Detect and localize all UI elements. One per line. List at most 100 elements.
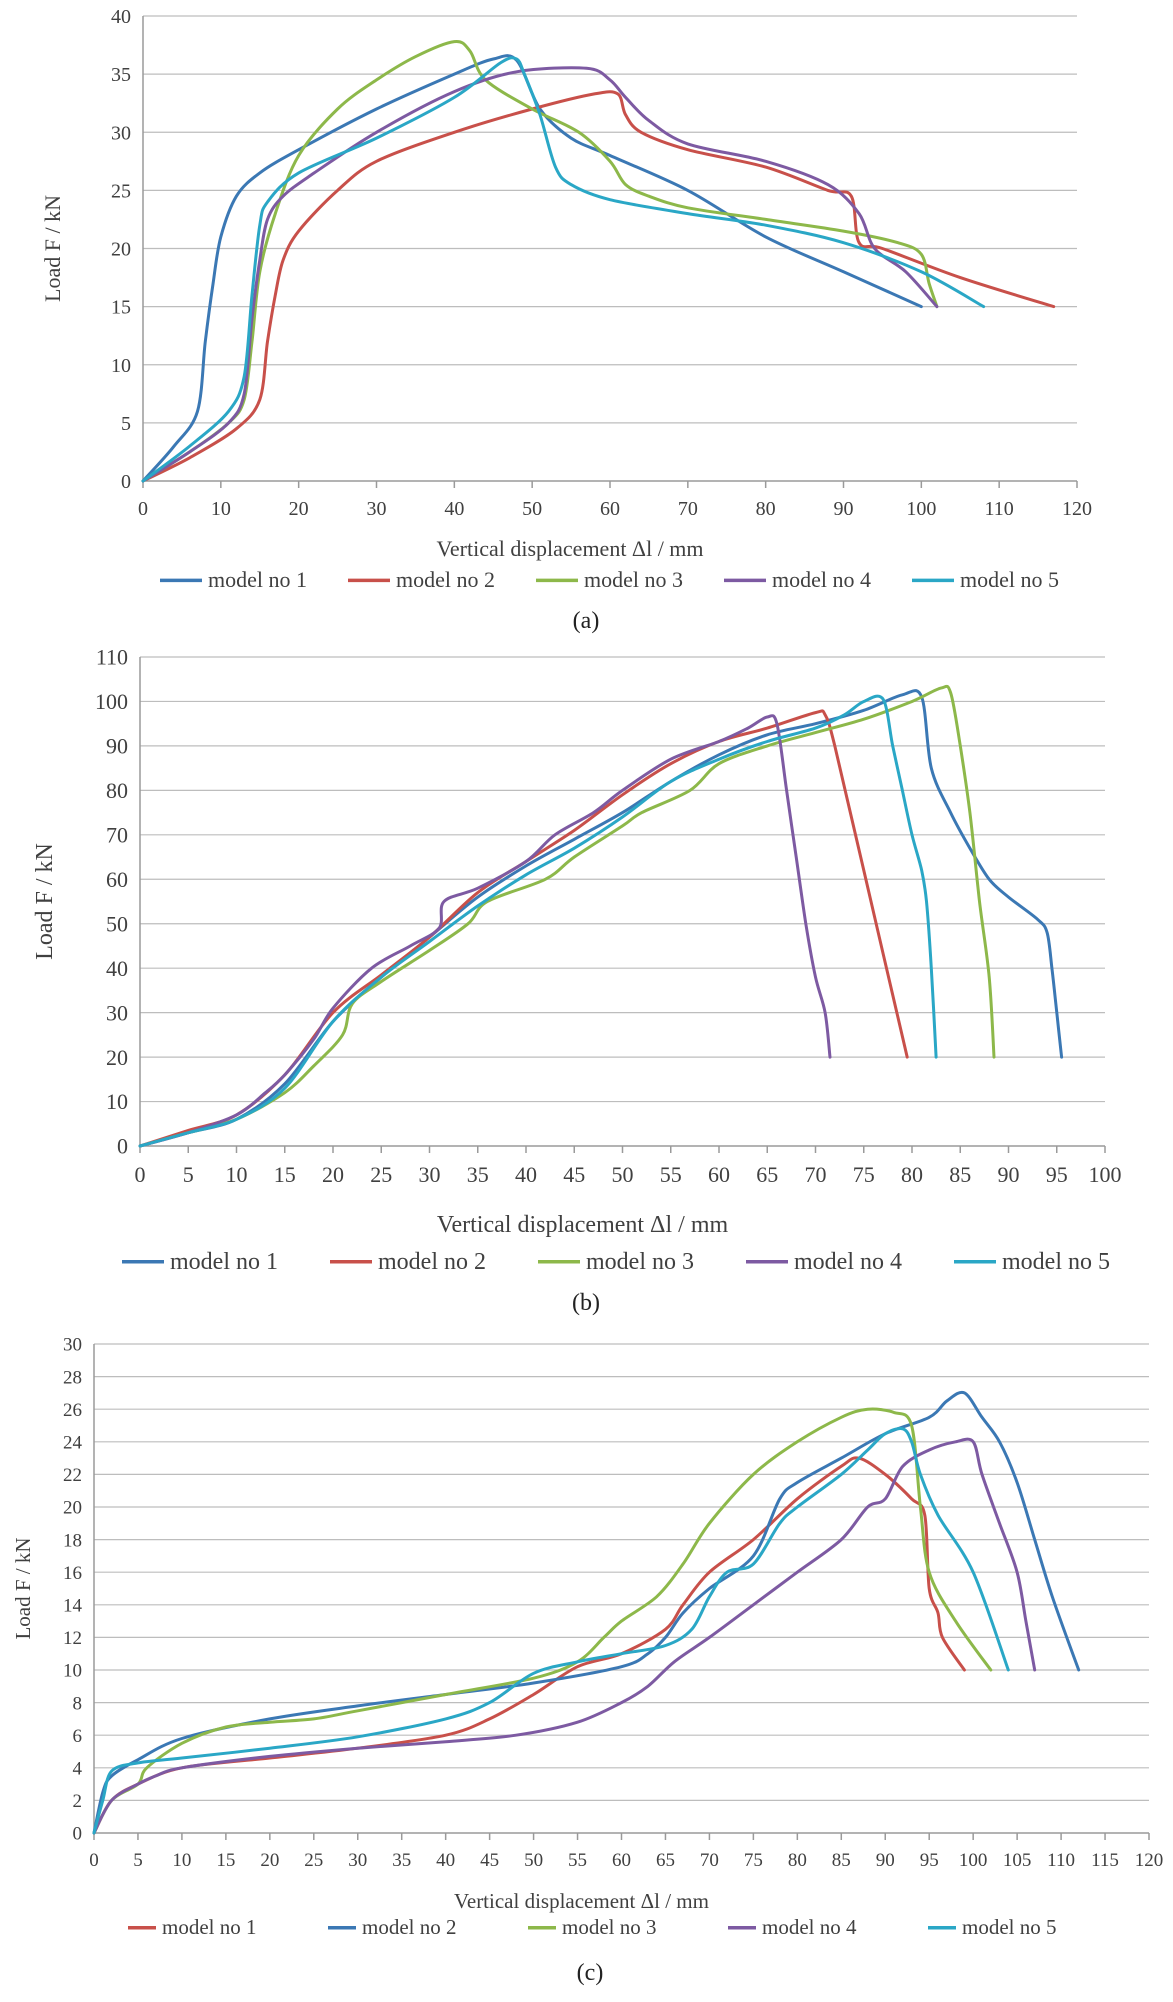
x-tick-label: 35 <box>467 1162 489 1187</box>
series-line-1 <box>92 1456 966 1835</box>
y-tick-label: 14 <box>63 1595 83 1616</box>
y-tick-label: 22 <box>63 1465 82 1486</box>
x-tick-label: 115 <box>1091 1850 1119 1871</box>
y-axis-label: Load F / kN <box>32 843 58 960</box>
y-axis-label: Load F / kN <box>11 1537 35 1639</box>
y-tick-label: 10 <box>106 1089 128 1114</box>
x-tick-label: 5 <box>133 1850 143 1871</box>
y-tick-label: 25 <box>111 180 131 202</box>
y-tick-label: 10 <box>111 355 131 377</box>
legend-entry-5: model no 5 <box>1002 1249 1110 1275</box>
x-tick-label: 80 <box>901 1162 923 1187</box>
series-line-2 <box>141 90 1056 483</box>
y-tick-label: 30 <box>111 122 131 144</box>
legend-entry-3: model no 3 <box>586 1249 694 1275</box>
y-tick-label: 10 <box>63 1661 82 1682</box>
panel-caption: (b) <box>572 1290 600 1316</box>
x-tick-label: 110 <box>985 498 1014 520</box>
legend: model no 1 model no 2 model no 3 model no 4… <box>128 1915 1057 1939</box>
y-tick-label: 40 <box>111 6 131 28</box>
x-tick-label: 110 <box>1047 1850 1075 1871</box>
legend-entry-4: model no 4 <box>762 1915 857 1939</box>
x-axis-label: Vertical displacement Δl / mm <box>454 1889 709 1913</box>
x-tick-label: 20 <box>289 498 309 520</box>
x-tick-label: 45 <box>563 1162 585 1187</box>
x-tick-label: 50 <box>524 1850 543 1871</box>
y-tick-label: 18 <box>63 1530 82 1551</box>
chart-panel-a: 0 5 10 15 20 25 30 35 40 0 10 20 30 40 50 60 70 80 90 100 11… <box>40 6 1092 634</box>
x-tick-label: 100 <box>959 1850 988 1871</box>
x-tick-label: 10 <box>172 1850 191 1871</box>
x-tick-label: 0 <box>135 1162 146 1187</box>
y-tick-label: 0 <box>121 471 131 493</box>
x-tick-label: 120 <box>1062 498 1092 520</box>
y-tick-label: 0 <box>117 1134 128 1159</box>
x-tick-label: 90 <box>834 498 854 520</box>
series-line-4 <box>141 66 939 483</box>
series-line-2 <box>138 709 909 1148</box>
panel-caption: (a) <box>573 608 600 634</box>
y-tick-label: 60 <box>106 867 128 892</box>
x-tick-label: 15 <box>216 1850 235 1871</box>
x-tick-label: 55 <box>568 1850 587 1871</box>
legend-entry-1: model no 1 <box>162 1915 257 1939</box>
x-tick-label: 60 <box>600 498 620 520</box>
y-tick-label: 6 <box>73 1726 83 1747</box>
x-tick-label: 90 <box>876 1850 895 1871</box>
x-tick-label: 70 <box>700 1850 719 1871</box>
series-line-5 <box>92 1426 1010 1835</box>
y-tick-label: 28 <box>63 1367 82 1388</box>
x-tick-label: 100 <box>906 498 936 520</box>
series-line-3 <box>138 684 996 1148</box>
x-tick-label: 15 <box>274 1162 296 1187</box>
series-line-5 <box>141 56 986 483</box>
x-tick-label: 5 <box>183 1162 194 1187</box>
legend-entry-4: model no 4 <box>794 1249 902 1275</box>
x-tick-label: 30 <box>419 1162 441 1187</box>
series-line-4 <box>92 1437 1037 1835</box>
legend-entry-3: model no 3 <box>584 567 683 592</box>
x-tick-label: 40 <box>515 1162 537 1187</box>
y-tick-label: 16 <box>63 1563 82 1584</box>
series-line-3 <box>141 39 939 483</box>
y-axis-label: Load F / kN <box>40 195 65 302</box>
series-line-3 <box>92 1407 993 1835</box>
x-tick-label: 80 <box>756 498 776 520</box>
x-tick-label: 80 <box>788 1850 807 1871</box>
y-tick-label: 26 <box>63 1400 82 1421</box>
x-axis-label: Vertical displacement Δl / mm <box>437 1212 729 1238</box>
y-tick-label: 110 <box>96 645 128 670</box>
x-axis-label: Vertical displacement Δl / mm <box>436 536 703 561</box>
x-tick-label: 85 <box>832 1850 851 1871</box>
x-tick-label: 105 <box>1003 1850 1032 1871</box>
legend-entry-2: model no 2 <box>396 567 495 592</box>
chart-panel-b: 0 10 20 30 40 50 60 70 80 90 100 110 0 5 10 15 20 25 30 35 4… <box>32 645 1122 1316</box>
x-tick-label: 70 <box>805 1162 827 1187</box>
series-line-4 <box>138 714 832 1148</box>
y-tick-label: 20 <box>111 239 131 261</box>
y-tick-label: 90 <box>106 734 128 759</box>
x-tick-label: 75 <box>853 1162 875 1187</box>
legend-entry-1: model no 1 <box>170 1249 278 1275</box>
legend-entry-5: model no 5 <box>960 567 1059 592</box>
x-tick-label: 50 <box>612 1162 634 1187</box>
y-tick-label: 24 <box>63 1432 83 1453</box>
y-tick-label: 50 <box>106 911 128 936</box>
y-tick-label: 2 <box>73 1791 83 1812</box>
x-tick-label: 120 <box>1135 1850 1164 1871</box>
legend: model no 1 model no 2 model no 3 model no 4… <box>122 1249 1110 1275</box>
y-tick-label: 30 <box>106 1000 128 1025</box>
legend-entry-4: model no 4 <box>772 567 871 592</box>
y-tick-label: 100 <box>95 689 128 714</box>
y-tick-label: 5 <box>121 413 131 435</box>
x-tick-label: 25 <box>304 1850 323 1871</box>
x-tick-label: 95 <box>920 1850 939 1871</box>
x-tick-label: 40 <box>444 498 464 520</box>
y-tick-label: 0 <box>73 1824 83 1845</box>
x-tick-label: 75 <box>744 1850 763 1871</box>
x-tick-label: 40 <box>436 1850 455 1871</box>
x-tick-label: 95 <box>1046 1162 1068 1187</box>
x-tick-label: 20 <box>260 1850 279 1871</box>
y-tick-label: 40 <box>106 956 128 981</box>
legend-entry-3: model no 3 <box>562 1915 657 1939</box>
